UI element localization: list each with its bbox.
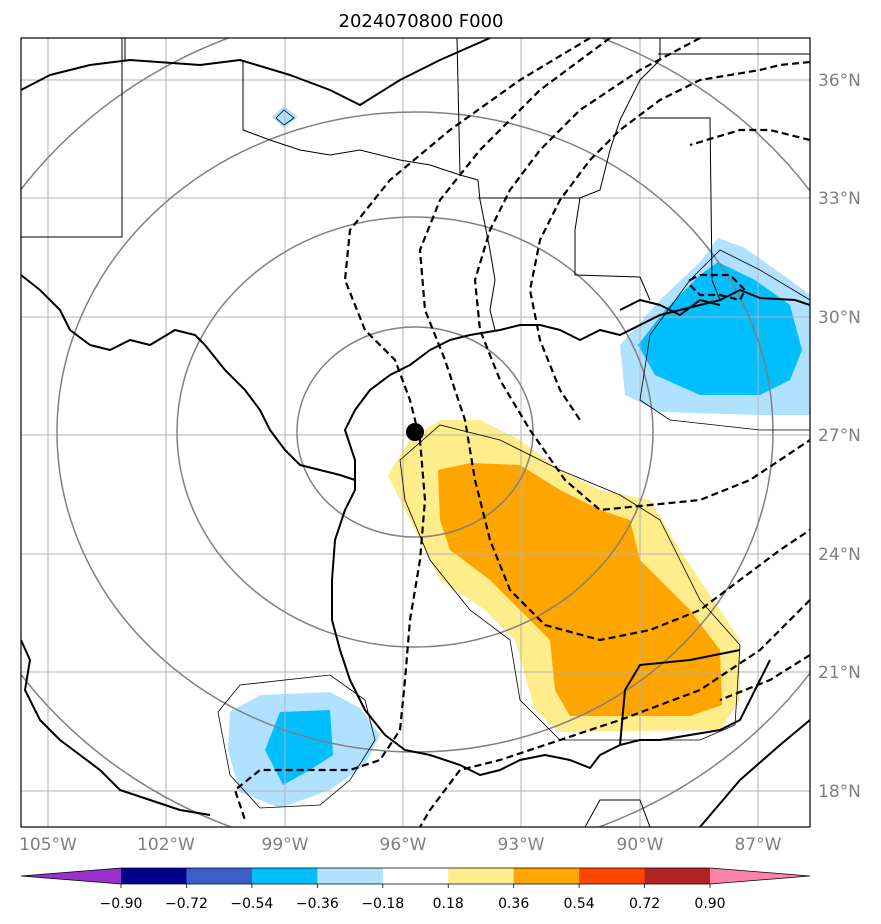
colorbar-segment (513, 868, 580, 884)
thin-contours (217, 109, 810, 809)
contour-4 (528, 60, 810, 421)
contour-8 (688, 273, 747, 302)
y-tick-30n: 30°N (818, 308, 861, 328)
colorbar-label: 0.54 (564, 896, 595, 912)
colorbar-label: −0.72 (165, 896, 208, 912)
x-tick-105w: 105°W (19, 835, 77, 855)
colorbar-segment (448, 868, 515, 884)
state-borders (21, 38, 810, 827)
cuba-coast (699, 719, 810, 827)
x-tick-93w: 93°W (498, 835, 545, 855)
contour-1 (418, 38, 810, 642)
y-axis-ticks: 36°N 33°N 30°N 27°N 24°N 21°N 18°N (818, 71, 861, 802)
x-tick-87w: 87°W (735, 835, 782, 855)
map-area (21, 38, 810, 827)
border-louisiana (477, 179, 496, 331)
blue-region-east-inner (638, 262, 802, 395)
colorbar-extend-low (21, 868, 121, 884)
colorbar-label: 0.18 (433, 896, 464, 912)
pacific-coast (21, 639, 211, 816)
x-axis-ticks: 105°W 102°W 99°W 96°W 93°W 90°W 87°W (19, 835, 782, 855)
y-tick-18n: 18°N (818, 782, 861, 802)
thin-contour-4 (275, 109, 295, 126)
coastlines (21, 38, 810, 827)
x-tick-96w: 96°W (380, 835, 427, 855)
border-oklahoma (242, 60, 479, 181)
border-new-mexico (21, 38, 123, 238)
contour-5 (689, 128, 810, 147)
colorbar-label: 0.72 (629, 896, 660, 912)
y-tick-36n: 36°N (818, 71, 861, 91)
orange-region (438, 463, 722, 716)
thin-contour-3 (639, 249, 810, 431)
colorbar-segment (644, 868, 711, 884)
colorbar-label: −0.90 (100, 896, 143, 912)
map-frame (20, 37, 811, 828)
y-tick-21n: 21°N (818, 663, 861, 683)
colorbar-segment (579, 868, 646, 884)
colorbar-label: −0.18 (361, 896, 404, 912)
colorbar-segment (251, 868, 318, 884)
thin-contour-1 (399, 424, 741, 741)
colorbar-label: −0.36 (296, 896, 339, 912)
border-mississippi-river (478, 38, 661, 199)
border-guatemala (584, 799, 651, 827)
gulf-coastline (331, 289, 810, 776)
x-tick-99w: 99°W (262, 835, 309, 855)
colorbar-segment (186, 868, 253, 884)
colorbar: −0.90 −0.72 −0.54 −0.36 −0.18 0.18 0.36 0.54 0.7… (20, 867, 811, 912)
center-marker (406, 423, 424, 441)
colorbar-label: 0.36 (498, 896, 529, 912)
y-tick-24n: 24°N (818, 545, 861, 565)
colorbar-label: −0.54 (230, 896, 273, 912)
rio-grande-east (204, 344, 356, 481)
yucatan-border (619, 649, 741, 746)
x-tick-90w: 90°W (617, 835, 664, 855)
colorbar-segment (121, 868, 187, 884)
gridlines (21, 38, 810, 827)
border-arkansas-west (456, 38, 461, 176)
thin-contour-2 (217, 674, 376, 809)
y-tick-27n: 27°N (818, 426, 861, 446)
northern-boundary (21, 38, 491, 106)
colorbar-extend-high (710, 868, 810, 884)
contour-3 (233, 38, 591, 821)
colorbar-segment (382, 868, 449, 884)
delta-coast (619, 299, 721, 316)
x-tick-102w: 102°W (137, 835, 195, 855)
range-ring-1 (296, 326, 534, 538)
border-mississippi (574, 197, 651, 301)
border-alabama (640, 117, 721, 301)
colorbar-label: 0.90 (694, 896, 725, 912)
shaded-field (228, 106, 810, 808)
rio-grande-west (21, 274, 206, 351)
colorbar-segment (317, 868, 384, 884)
chart-title: 2024070800 F000 (339, 11, 504, 32)
y-tick-33n: 33°N (818, 189, 861, 209)
range-ring-2 (176, 216, 654, 648)
contour-2 (473, 38, 810, 512)
